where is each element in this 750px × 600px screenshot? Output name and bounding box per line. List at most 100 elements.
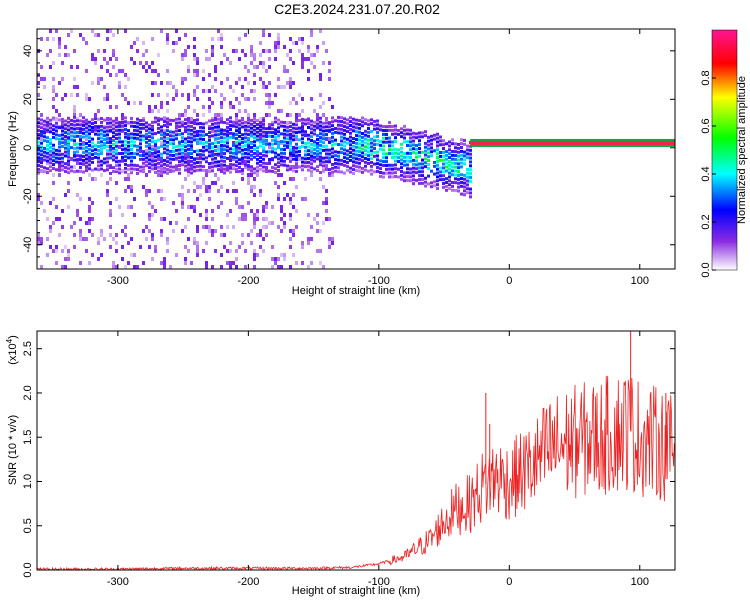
heat-cell	[382, 156, 385, 160]
heat-cell	[112, 166, 115, 170]
heat-cell	[142, 119, 145, 123]
heat-cell	[250, 173, 253, 177]
heat-cell	[91, 129, 94, 133]
heat-cell	[238, 77, 241, 81]
heat-cell	[253, 53, 256, 57]
heat-cell	[352, 171, 355, 175]
heat-cell	[319, 73, 322, 77]
heat-cell	[91, 156, 94, 160]
heat-cell	[460, 146, 463, 150]
heat-cell	[49, 169, 52, 173]
heat-cell	[67, 124, 70, 128]
heat-cell	[37, 156, 40, 160]
heat-cell	[124, 131, 127, 135]
heat-cell	[172, 119, 175, 123]
heat-cell	[244, 165, 247, 169]
heat-cell	[100, 128, 103, 132]
heat-cell	[421, 162, 424, 166]
heat-cell	[175, 209, 178, 213]
heat-cell	[313, 124, 316, 128]
heat-cell	[319, 163, 322, 167]
heat-cell	[307, 241, 310, 245]
heat-cell	[292, 153, 295, 157]
heat-cell	[52, 173, 55, 177]
heat-cell	[208, 162, 211, 166]
heat-cell	[232, 181, 235, 185]
heat-cell	[190, 167, 193, 171]
heat-cell	[238, 142, 241, 146]
heat-cell	[466, 156, 469, 160]
heat-cell	[367, 127, 370, 131]
heat-cell	[175, 152, 178, 156]
heat-cell	[91, 57, 94, 61]
heat-cell	[442, 143, 445, 147]
heat-cell	[82, 141, 85, 145]
heat-cell	[334, 130, 337, 134]
heat-cell	[91, 122, 94, 126]
heat-cell	[382, 171, 385, 175]
heat-cell	[154, 81, 157, 85]
heat-cell	[277, 225, 280, 229]
heat-cell	[208, 154, 211, 158]
heat-cell	[226, 77, 229, 81]
spectrogram-y-label: Frequency (Hz)	[7, 111, 19, 187]
heat-cell	[463, 138, 466, 142]
heat-cell	[202, 153, 205, 157]
heat-cell	[274, 151, 277, 155]
heat-cell	[118, 140, 121, 144]
heat-cell	[430, 146, 433, 150]
heat-cell	[193, 109, 196, 113]
heat-cell	[304, 141, 307, 145]
heat-cell	[184, 168, 187, 172]
heat-cell	[136, 265, 139, 269]
heat-cell	[118, 167, 121, 171]
heat-cell	[160, 229, 163, 233]
heat-cell	[394, 151, 397, 155]
heat-cell	[82, 147, 85, 151]
heat-cell	[235, 189, 238, 193]
heat-cell	[154, 120, 157, 124]
spectrogram-cells	[37, 29, 675, 269]
heat-cell	[175, 133, 178, 137]
heat-cell	[385, 132, 388, 136]
heat-cell	[274, 116, 277, 120]
heat-cell	[109, 177, 112, 181]
heat-cell	[337, 123, 340, 127]
heat-cell	[448, 183, 451, 187]
heat-cell	[73, 143, 76, 147]
heat-cell	[340, 127, 343, 131]
heat-cell	[130, 171, 133, 175]
heat-cell	[85, 165, 88, 169]
heat-cell	[211, 169, 214, 173]
heat-cell	[94, 167, 97, 171]
heat-cell	[220, 81, 223, 85]
heat-cell	[277, 41, 280, 45]
heat-cell	[283, 124, 286, 128]
heat-cell	[331, 124, 334, 128]
heat-cell	[364, 164, 367, 168]
heat-cell	[97, 141, 100, 145]
heat-cell	[430, 185, 433, 189]
heat-cell	[388, 167, 391, 171]
heat-cell	[103, 85, 106, 89]
heat-cell	[322, 101, 325, 105]
heat-cell	[199, 141, 202, 145]
heat-cell	[343, 148, 346, 152]
heat-cell	[307, 168, 310, 172]
heat-cell	[142, 41, 145, 45]
heat-cell	[145, 125, 148, 129]
heat-cell	[142, 261, 145, 265]
heat-cell	[157, 150, 160, 154]
heat-cell	[106, 168, 109, 172]
heat-cell	[154, 145, 157, 149]
heat-cell	[157, 173, 160, 177]
heat-cell	[187, 167, 190, 171]
heat-cell	[196, 225, 199, 229]
heat-cell	[178, 148, 181, 152]
heat-cell	[367, 138, 370, 142]
heat-cell	[382, 125, 385, 129]
heat-cell	[367, 169, 370, 173]
heat-cell	[169, 81, 172, 85]
heat-cell	[217, 125, 220, 129]
heat-cell	[331, 237, 334, 241]
